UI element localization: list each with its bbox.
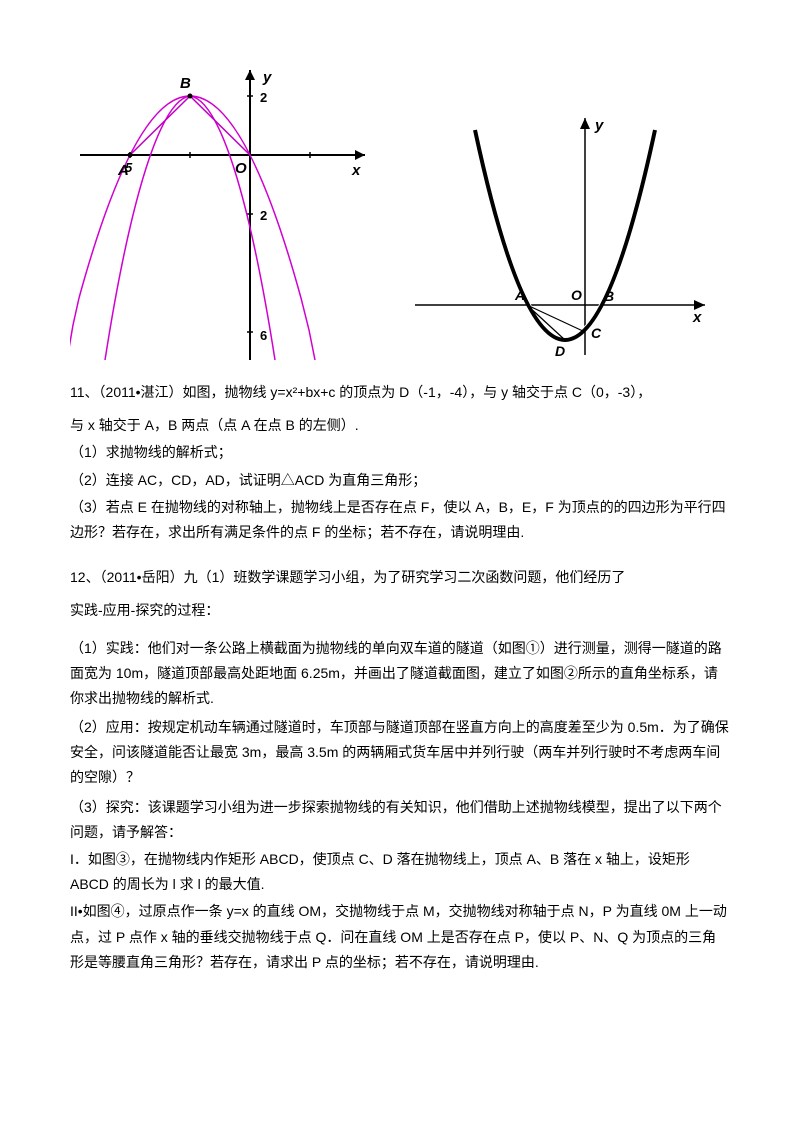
p12-partII: II•如图④，过原点作一条 y=x 的直线 OM，交抛物线于点 M，交抛物线对称…	[70, 899, 730, 975]
svg-text:x: x	[692, 309, 702, 326]
svg-text:2: 2	[260, 208, 267, 223]
figure-left-parabola: 5 2 2 6	[70, 60, 370, 360]
p11-part2: （2）连接 AC，CD，AD，试证明△ACD 为直角三角形；	[70, 468, 730, 493]
svg-text:x: x	[351, 162, 361, 179]
svg-text:2: 2	[260, 90, 267, 105]
p11-part1: （1）求抛物线的解析式；	[70, 440, 730, 465]
svg-text:A: A	[117, 162, 129, 179]
svg-text:B: B	[180, 75, 191, 92]
p12-part3: （3）探究：该课题学习小组为进一步探索抛物线的有关知识，他们借助上述抛物线模型，…	[70, 795, 730, 845]
svg-text:O: O	[571, 287, 582, 303]
p11-intro: 11、（2011•湛江）如图，抛物线 y=x²+bx+c 的顶点为 D（-1，-…	[70, 380, 730, 405]
svg-text:B: B	[604, 288, 614, 304]
figure-right-parabola: A O B C D x y	[410, 110, 710, 360]
problem-11: 11、（2011•湛江）如图，抛物线 y=x²+bx+c 的顶点为 D（-1，-…	[70, 380, 730, 545]
p12-partI: I．如图③，在抛物线内作矩形 ABCD，使顶点 C、D 落在抛物线上，顶点 A、…	[70, 847, 730, 897]
p12-intro: 12、（2011•岳阳）九（1）班数学课题学习小组，为了研究学习二次函数问题，他…	[70, 565, 730, 590]
p11-line2: 与 x 轴交于 A，B 两点（点 A 在点 B 的左侧）.	[70, 413, 730, 438]
p12-part2: （2）应用：按规定机动车辆通过隧道时，车顶部与隧道顶部在竖直方向上的高度差至少为…	[70, 715, 730, 791]
svg-text:O: O	[235, 160, 247, 177]
svg-text:y: y	[594, 117, 604, 134]
svg-text:y: y	[262, 69, 272, 86]
p11-part3: （3）若点 E 在抛物线的对称轴上，抛物线上是否存在点 F，使以 A，B，E，F…	[70, 495, 730, 545]
figures-container: 5 2 2 6	[70, 60, 730, 360]
svg-text:C: C	[591, 325, 602, 341]
svg-text:A: A	[514, 287, 525, 303]
p12-part1: （1）实践：他们对一条公路上横截面为抛物线的单向双车道的隧道（如图①）进行测量，…	[70, 636, 730, 712]
svg-text:6: 6	[260, 328, 267, 343]
p12-intro2: 实践-应用-探究的过程：	[70, 598, 730, 623]
svg-text:D: D	[555, 343, 565, 359]
problem-12: 12、（2011•岳阳）九（1）班数学课题学习小组，为了研究学习二次函数问题，他…	[70, 565, 730, 975]
